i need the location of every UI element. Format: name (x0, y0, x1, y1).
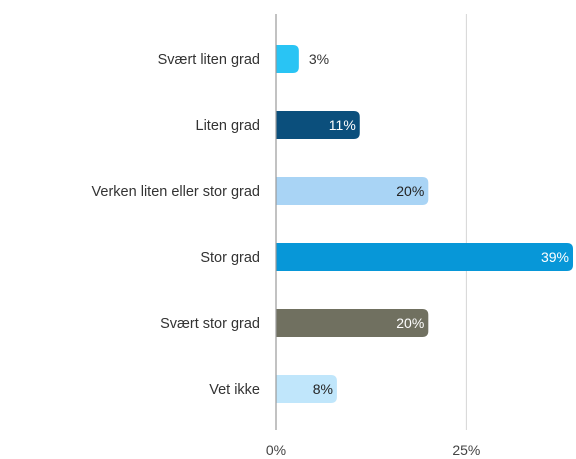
value-label-2: 20% (396, 183, 424, 199)
value-label-0: 3% (309, 51, 329, 67)
bar-3 (276, 243, 573, 271)
category-label-1: Liten grad (196, 118, 261, 134)
x-tick-label-0: 0% (266, 442, 286, 458)
x-tick-labels: 0% 25% (266, 442, 481, 458)
bar-0 (276, 45, 299, 73)
category-label-3: Stor grad (200, 250, 260, 266)
category-label-4: Svært stor grad (160, 316, 260, 332)
category-label-5: Vet ikke (209, 382, 260, 398)
x-tick-label-1: 25% (452, 442, 480, 458)
category-label-2: Verken liten eller stor grad (92, 184, 260, 200)
bar-2 (276, 177, 429, 205)
bar-1 (276, 111, 360, 139)
bar-4 (276, 309, 429, 337)
value-label-1: 11% (329, 117, 356, 133)
value-labels: 3% 11% 20% 39% 20% 8% (309, 51, 569, 397)
category-labels: Svært liten grad Liten grad Verken liten e… (92, 52, 260, 398)
value-label-5: 8% (313, 381, 333, 397)
bar-5 (276, 375, 337, 403)
bars (276, 45, 573, 403)
value-label-3: 39% (541, 249, 569, 265)
value-label-4: 20% (396, 315, 424, 331)
category-label-0: Svært liten grad (158, 52, 260, 68)
